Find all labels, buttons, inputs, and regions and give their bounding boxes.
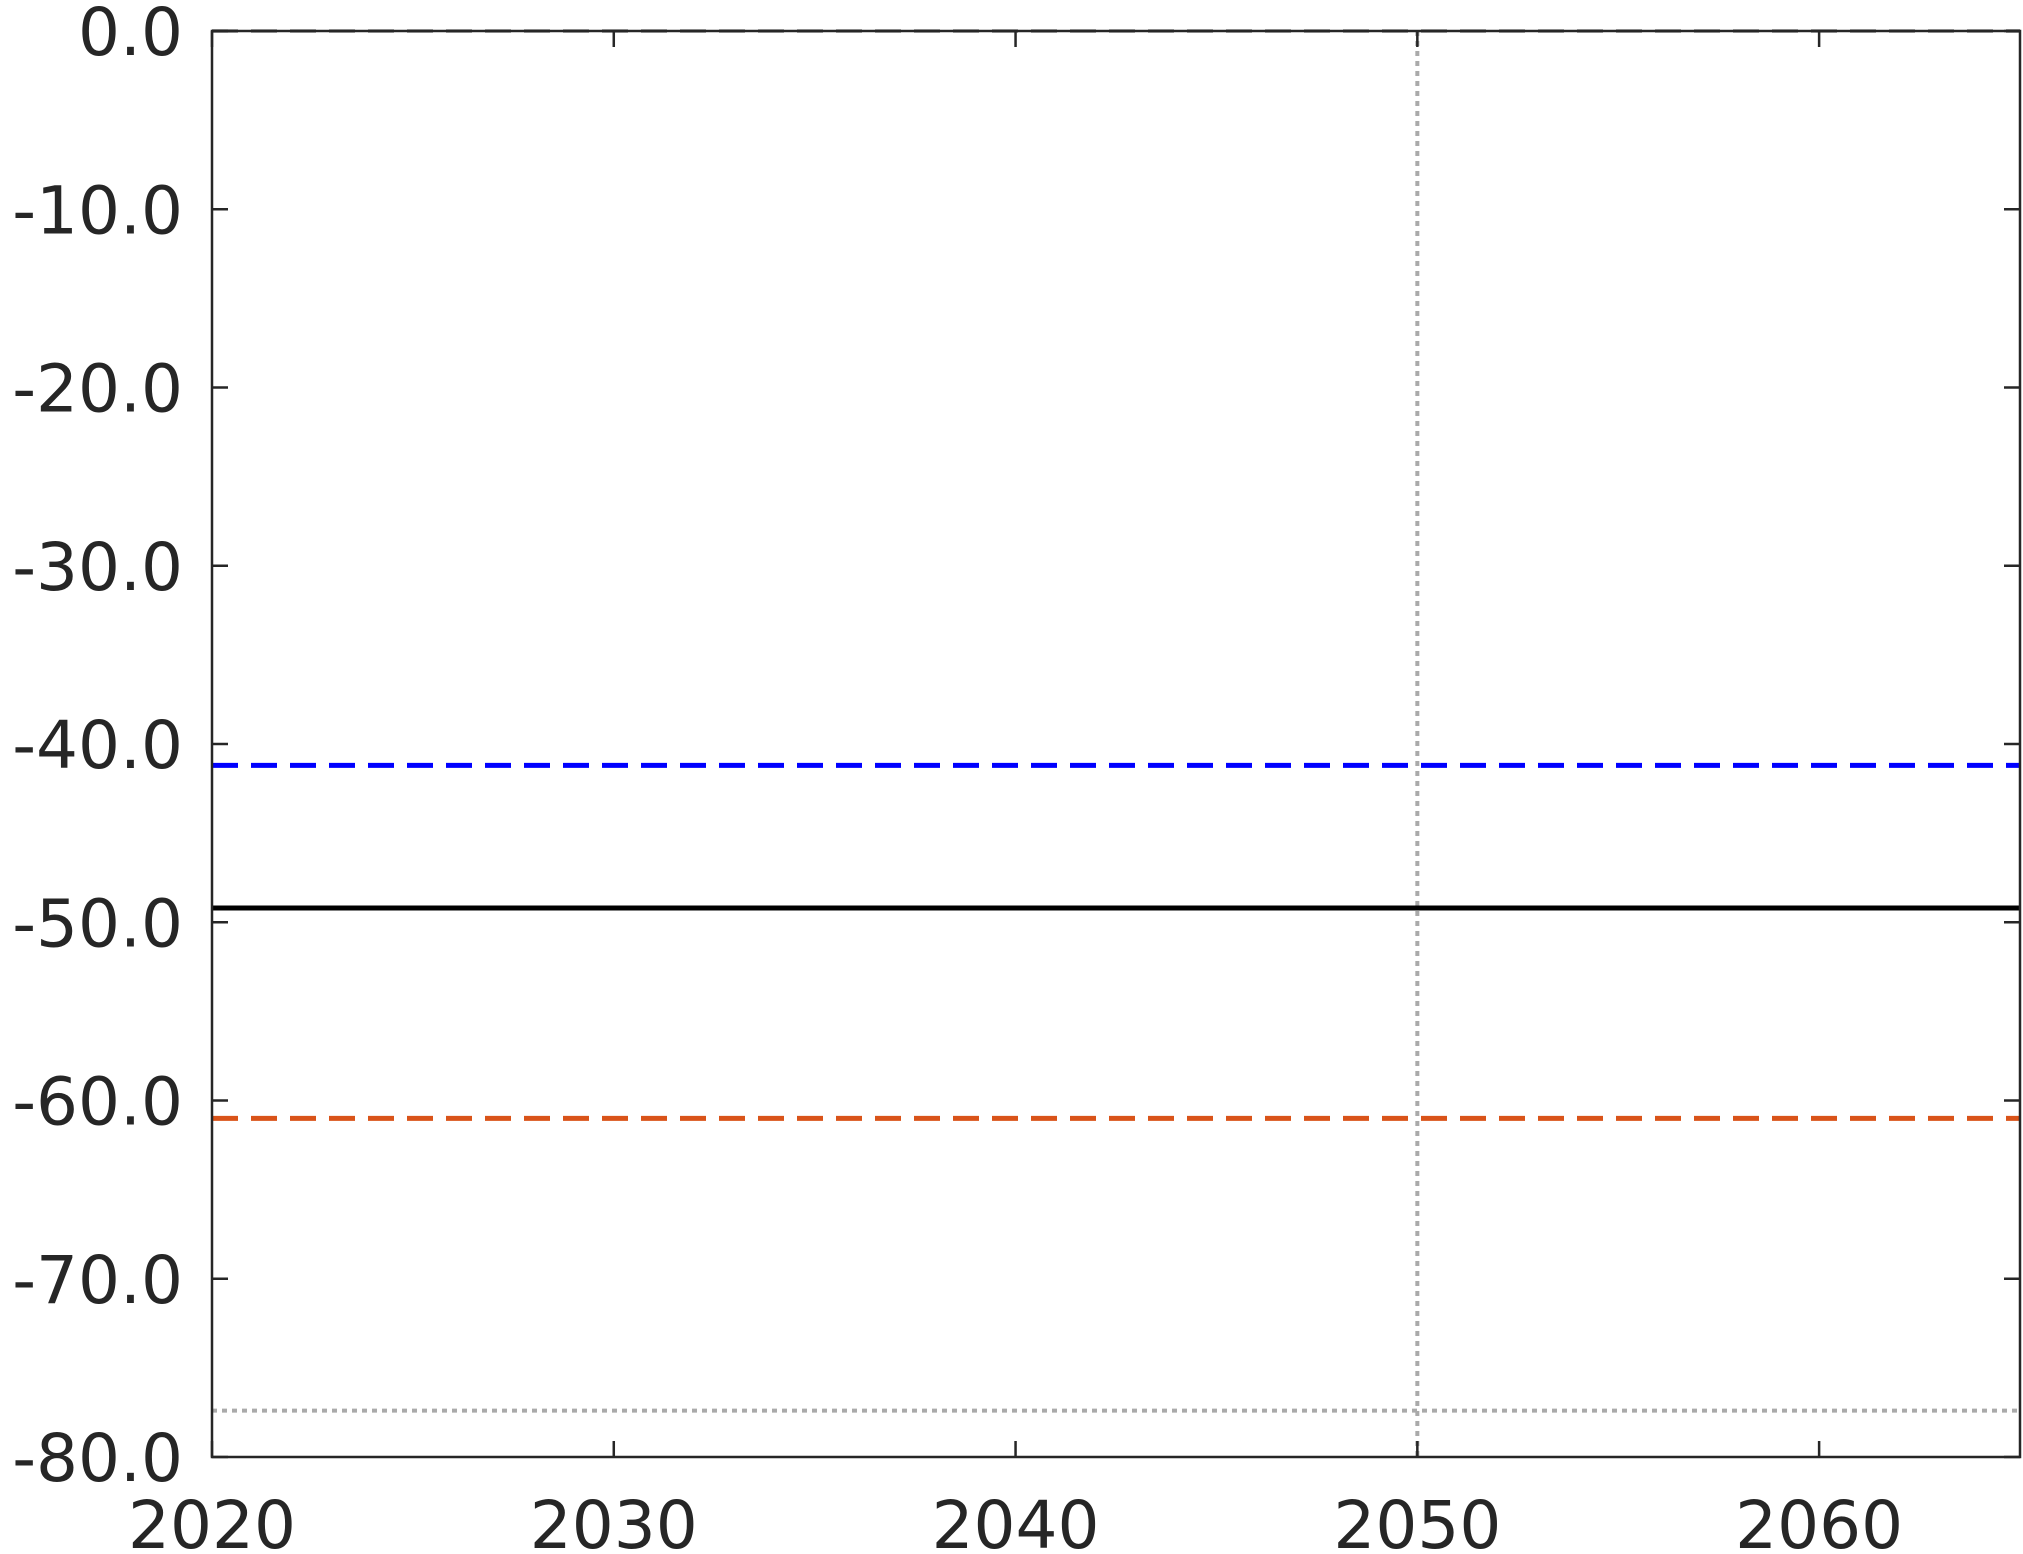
y-tick-label: -20.0 xyxy=(12,351,183,428)
plot-frame xyxy=(210,29,2022,1459)
y-tick-label: -70.0 xyxy=(12,1242,183,1319)
x-tick-label: 2050 xyxy=(1333,1487,1501,1554)
x-tick-label: 2020 xyxy=(128,1487,296,1554)
x-tick-label: 2060 xyxy=(1735,1487,1903,1554)
y-tick-label: 0.0 xyxy=(78,0,183,71)
series-lines xyxy=(212,762,2020,1121)
axis-ticks: 2020 2030 2040 2050 2060 0.0 -10.0 -20.0 -30.0 -4… xyxy=(12,0,2020,1554)
y-tick-label: -10.0 xyxy=(12,172,183,249)
y-tick-label: -40.0 xyxy=(12,707,183,784)
reference-lines xyxy=(212,29,2020,1457)
x-tick-label: 2040 xyxy=(932,1487,1100,1554)
y-tick-label: -30.0 xyxy=(12,529,183,606)
y-tick-label: -80.0 xyxy=(12,1420,183,1497)
x-tick-label: 2030 xyxy=(530,1487,698,1554)
y-tick-label: -60.0 xyxy=(12,1064,183,1141)
y-tick-label: -50.0 xyxy=(12,885,183,962)
